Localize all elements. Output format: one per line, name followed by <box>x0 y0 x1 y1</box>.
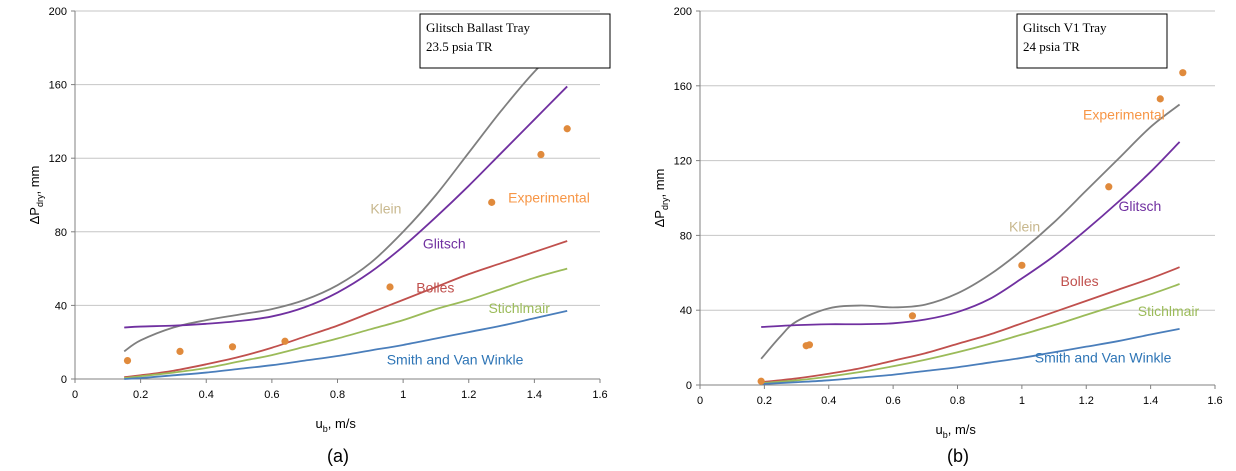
y-tick-label-a-1: 40 <box>55 300 67 312</box>
series-label-a-smith-and-van-winkle: Smith and Van Winkle <box>387 351 524 367</box>
x-tick-label-a-8: 1.6 <box>592 389 607 401</box>
series-line-b-bolles <box>761 266 1180 384</box>
x-tick-label-a-6: 1.2 <box>461 389 476 401</box>
series-label-b-experimental: Experimental <box>1083 106 1165 122</box>
x-tick-label-a-3: 0.6 <box>264 389 279 401</box>
series-label-b-bolles: Bolles <box>1061 273 1099 289</box>
series-label-b-glitsch: Glitsch <box>1118 198 1161 214</box>
note-line-a-1: 23.5 psia TR <box>426 39 493 54</box>
series-label-a-bolles: Bolles <box>416 280 454 296</box>
series-label-b-stichlmair: Stichlmair <box>1138 303 1200 319</box>
note-line-b-0: Glitsch V1 Tray <box>1023 20 1107 35</box>
x-tick-label-b-4: 0.8 <box>950 395 965 407</box>
y-tick-label-b-1: 40 <box>680 305 692 317</box>
x-tick-label-a-1: 0.2 <box>133 389 148 401</box>
series-label-a-experimental: Experimental <box>508 189 590 205</box>
x-axis-label-b: ub, m/s <box>936 422 977 440</box>
series-label-a-glitsch: Glitsch <box>423 235 466 251</box>
data-point-a-5-3 <box>281 337 289 345</box>
data-point-a-5-2 <box>228 343 237 351</box>
y-tick-label-b-0: 0 <box>686 380 692 392</box>
series-line-b-glitsch <box>761 141 1181 328</box>
y-tick-label-a-5: 200 <box>49 6 67 18</box>
data-point-a-5-0 <box>123 357 132 365</box>
y-tick-label-b-3: 120 <box>674 156 692 168</box>
x-tick-label-a-5: 1 <box>400 389 406 401</box>
data-point-a-5-4 <box>386 283 394 291</box>
x-tick-label-a-2: 0.4 <box>199 389 214 401</box>
data-point-b-5-3 <box>908 312 917 320</box>
x-tick-label-b-5: 1 <box>1019 395 1025 407</box>
x-tick-label-b-0: 0 <box>697 395 703 407</box>
series-label-b-smith-and-van-winkle: Smith and Van Winkle <box>1035 350 1172 366</box>
data-point-a-5-1 <box>176 347 184 355</box>
data-point-b-5-2 <box>805 341 814 349</box>
x-tick-label-b-7: 1.4 <box>1143 395 1158 407</box>
data-point-b-5-6 <box>1156 95 1164 103</box>
series-line-a-stichlmair <box>124 267 568 379</box>
data-point-a-5-5 <box>488 198 496 206</box>
y-tick-label-b-4: 160 <box>674 81 692 93</box>
x-tick-label-b-6: 1.2 <box>1079 395 1094 407</box>
y-tick-label-b-5: 200 <box>674 6 692 18</box>
series-line-a-bolles <box>124 240 568 379</box>
data-point-a-5-7 <box>563 125 571 133</box>
y-tick-label-a-2: 80 <box>55 227 67 239</box>
note-line-a-0: Glitsch Ballast Tray <box>426 20 531 35</box>
y-tick-label-b-2: 80 <box>680 230 692 242</box>
y-axis-label-b: ΔPdry, mm <box>652 169 670 228</box>
y-tick-label-a-3: 120 <box>49 153 67 165</box>
series-label-a-klein: Klein <box>370 200 401 216</box>
series-line-b-klein <box>760 103 1181 360</box>
series-line-a-smith-and-van-winkle <box>124 310 568 380</box>
x-tick-label-b-1: 0.2 <box>757 395 772 407</box>
x-tick-label-b-3: 0.6 <box>885 395 900 407</box>
note-box-a <box>419 13 611 69</box>
y-axis-label-a: ΔPdry, mm <box>27 166 45 225</box>
data-point-b-5-0 <box>757 377 765 385</box>
chart-panel-b: 0 40 80 120 160 200 0 0.2 0.4 0.6 0.8 1 1.2 1.4 1.6 ub,… <box>652 6 1223 466</box>
x-tick-label-a-4: 0.8 <box>330 389 345 401</box>
chart-panel-a: 0 40 80 120 160 200 0 0.2 0.4 0.6 0.8 1 1.2 1.4 1.6 ub,… <box>27 6 611 466</box>
x-tick-label-a-0: 0 <box>72 389 78 401</box>
data-point-a-5-6 <box>537 150 545 159</box>
series-line-b-smith-and-van-winkle <box>761 328 1180 385</box>
x-axis-label-a: ub, m/s <box>316 416 357 434</box>
series-line-b-stichlmair <box>761 283 1180 385</box>
data-point-b-5-5 <box>1105 183 1113 191</box>
series-label-a-stichlmair: Stichlmair <box>488 300 550 316</box>
note-box-b <box>1016 13 1168 69</box>
series-label-b-klein: Klein <box>1009 219 1040 235</box>
data-point-b-5-4 <box>1018 261 1026 269</box>
x-tick-label-b-2: 0.4 <box>821 395 836 407</box>
y-tick-label-a-4: 160 <box>49 80 67 92</box>
caption-b: (b) <box>947 446 969 466</box>
note-line-b-1: 24 psia TR <box>1023 39 1080 54</box>
x-tick-label-a-7: 1.4 <box>527 389 542 401</box>
data-point-b-5-7 <box>1179 69 1187 77</box>
y-tick-label-a-0: 0 <box>61 374 67 386</box>
series-line-a-glitsch <box>124 85 568 329</box>
x-tick-label-b-8: 1.6 <box>1207 395 1222 407</box>
caption-a: (a) <box>327 446 349 466</box>
